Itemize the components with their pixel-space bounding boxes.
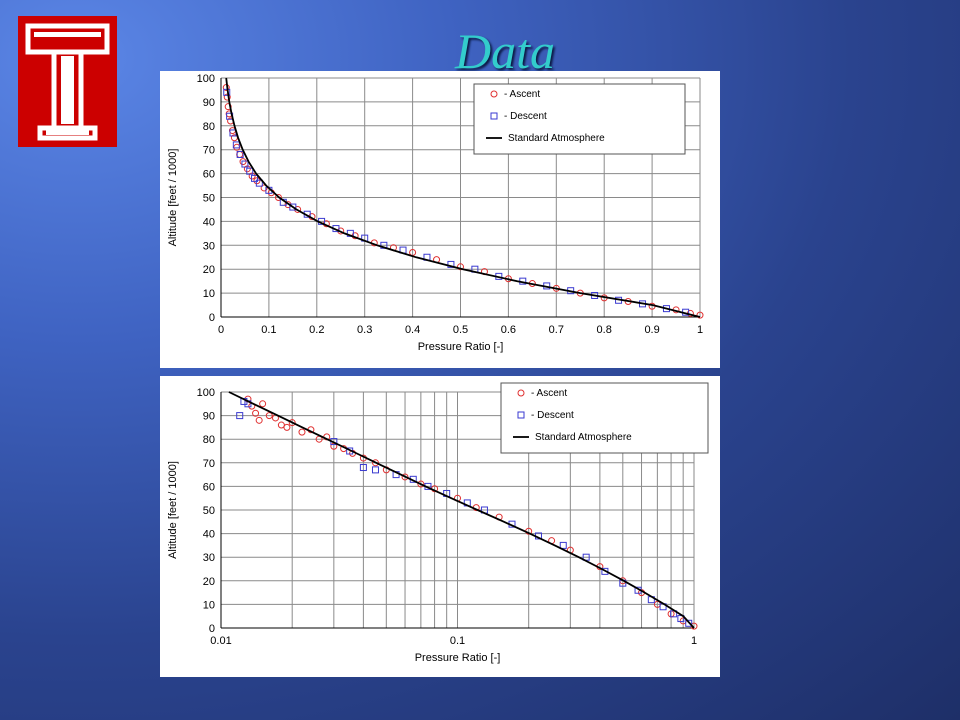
ascent-point (298, 428, 306, 436)
descent-point (246, 167, 254, 175)
altitude-vs-pressure-log-chart: 0 10 20 30 40 50 60 70 80 90 100 0.01 0.1 1 Pressure R… (160, 376, 720, 677)
y-tick-label: 80 (203, 121, 215, 133)
descent-point (251, 174, 259, 182)
y-tick-label: 50 (203, 505, 215, 517)
legend-descent-marker (517, 411, 525, 419)
ascent-point (239, 158, 247, 166)
x-tick-label: 0.3 (357, 324, 372, 336)
chart-linear-svg: 0 10 20 30 40 50 60 70 80 90 100 0 0.1 0.2 0.3 0.4 0.5 0.… (167, 73, 704, 353)
altitude-vs-pressure-linear-chart: 0 10 20 30 40 50 60 70 80 90 100 0 0.1 0.2 0.3 0.4 0.5 0.… (160, 71, 720, 368)
x-tick-label: 0.5 (453, 324, 468, 336)
y-tick-label: 0 (209, 623, 215, 635)
y-tick-label: 40 (203, 529, 215, 541)
y-tick-label: 10 (203, 288, 215, 300)
x-tick-label: 0.7 (549, 324, 564, 336)
chart-legend (500, 382, 709, 454)
descent-point (255, 179, 263, 187)
chart-log-svg: 0 10 20 30 40 50 60 70 80 90 100 0.01 0.1 1 Pressure R… (167, 382, 709, 664)
ascent-point (265, 412, 273, 420)
y-tick-label: 50 (203, 193, 215, 205)
x-tick-label: 0.1 (450, 635, 465, 647)
slide-title: Data (455, 23, 555, 79)
y-tick-label: 10 (203, 599, 215, 611)
legend-label: Standard Atmosphere (508, 133, 605, 144)
legend-label: Standard Atmosphere (535, 432, 632, 443)
y-tick-label: 20 (203, 576, 215, 588)
x-tick-label: 0 (218, 324, 224, 336)
x-tick-label: 1 (691, 635, 697, 647)
ascent-point (371, 459, 379, 467)
descent-point (447, 260, 455, 268)
y-tick-label: 40 (203, 216, 215, 228)
legend-label: - Descent (531, 410, 574, 421)
y-tick-label: 60 (203, 169, 215, 181)
temple-t-icon (18, 16, 117, 147)
y-tick-label: 90 (203, 97, 215, 109)
ascent-point (260, 184, 268, 192)
y-tick-label: 100 (197, 73, 215, 85)
x-tick-label: 0.4 (405, 324, 420, 336)
descent-point (236, 150, 244, 158)
ascent-point (696, 311, 704, 319)
ascent-point (283, 423, 291, 431)
ascent-point (274, 194, 282, 201)
ascent-point (294, 205, 302, 213)
y-tick-label: 70 (203, 458, 215, 470)
descent-point (241, 160, 249, 168)
legend-label: - Descent (504, 111, 547, 122)
ascent-point (223, 93, 231, 101)
legend-descent-marker (490, 112, 498, 120)
y-tick-label: 0 (209, 312, 215, 324)
series-line-standard-atmosphere (228, 391, 695, 629)
x-tick-label: 0.2 (309, 324, 324, 336)
legend-ascent-marker (490, 90, 498, 98)
descent-point (559, 541, 567, 549)
x-tick-label: 1 (697, 324, 703, 336)
x-tick-label: 0.1 (261, 324, 276, 336)
descent-point (289, 203, 297, 211)
x-tick-label: 0.9 (644, 324, 659, 336)
ascent-point (252, 409, 260, 417)
temple-t-logo (18, 16, 117, 147)
ascent-point (253, 177, 261, 185)
x-tick-label: 0.6 (501, 324, 516, 336)
y-tick-label: 60 (203, 481, 215, 493)
y-tick-label: 90 (203, 411, 215, 423)
chart-legend (473, 83, 686, 155)
y-tick-label: 70 (203, 145, 215, 157)
descent-point (371, 466, 379, 474)
y-tick-label: 30 (203, 240, 215, 252)
y-tick-label: 30 (203, 552, 215, 564)
x-axis-label: Pressure Ratio [-] (418, 341, 504, 353)
legend-ascent-marker (517, 389, 525, 397)
ascent-point (288, 419, 296, 427)
y-axis-label: Altitude [feet / 1000] (167, 461, 179, 559)
ascent-point (255, 416, 263, 424)
x-axis-label: Pressure Ratio [-] (415, 652, 501, 664)
ascent-point (224, 103, 232, 111)
legend-label: - Ascent (531, 388, 567, 399)
descent-point (232, 141, 240, 149)
descent-point (359, 464, 367, 472)
y-tick-label: 80 (203, 434, 215, 446)
series-line-standard-atmosphere (225, 77, 701, 318)
ascent-point (457, 263, 464, 271)
x-tick-label: 0.01 (210, 635, 231, 647)
descent-point (685, 619, 693, 627)
y-axis-label: Altitude [feet / 1000] (167, 149, 179, 247)
x-tick-label: 0.8 (597, 324, 612, 336)
ascent-point (401, 473, 409, 481)
legend-label: - Ascent (504, 89, 540, 100)
ascent-point (259, 400, 267, 408)
descent-point (236, 412, 244, 420)
ascent-point (248, 172, 256, 180)
y-tick-label: 20 (203, 264, 215, 276)
ascent-point (243, 165, 251, 173)
ascent-point (417, 480, 425, 488)
y-tick-label: 100 (197, 387, 215, 399)
